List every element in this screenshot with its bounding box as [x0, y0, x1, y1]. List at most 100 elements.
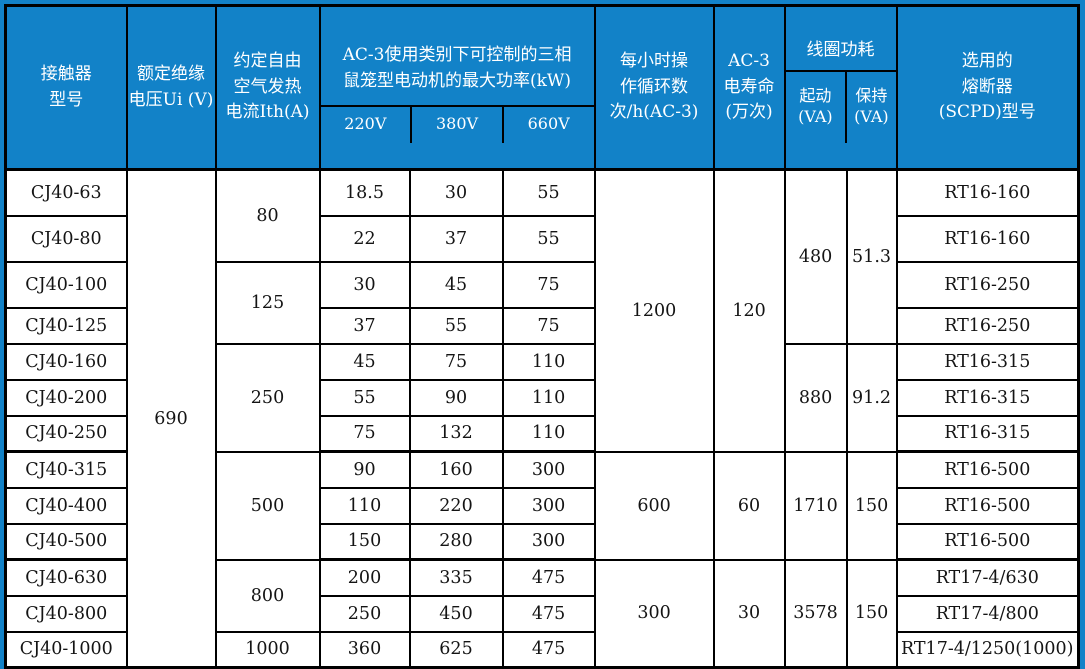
cell-kw-220: 18.5 — [318, 168, 411, 217]
cell-model: CJ40-250 — [4, 414, 128, 453]
cell-coil-hold: 51.3 — [845, 168, 898, 345]
cell-kw-660: 300 — [501, 522, 596, 561]
cell-coil-hold: 91.2 — [845, 342, 898, 453]
cell-kw-220: 110 — [318, 486, 411, 525]
header-coil-hold: 保持 (VA) — [845, 71, 895, 143]
cell-rated-voltage: 690 — [125, 168, 217, 669]
cell-kw-220: 250 — [318, 594, 411, 633]
cell-fuse: RT16-500 — [895, 486, 1080, 525]
table-row: CJ40-500 150 280 300 RT16-500 — [4, 522, 1080, 561]
cell-coil-hold: 150 — [845, 450, 898, 561]
cell-model: CJ40-400 — [4, 486, 128, 525]
cell-model: CJ40-125 — [4, 306, 128, 345]
cell-kw-380: 280 — [408, 522, 504, 561]
cell-kw-660: 55 — [501, 214, 596, 263]
cell-kw-220: 90 — [318, 450, 411, 489]
cell-fuse: RT16-315 — [895, 342, 1080, 381]
header-row: 接触器 型号 额定绝缘 电压Ui (V) 约定自由 空气发热 电流Ith(A) … — [4, 4, 1080, 171]
cell-kw-380: 75 — [408, 342, 504, 381]
header-rated-insulation-voltage: 额定绝缘 电压Ui (V) — [125, 4, 217, 171]
table-row: CJ40-400 110 220 300 RT16-500 — [4, 486, 1080, 525]
cell-fuse: RT16-160 — [895, 214, 1080, 263]
cell-coil-start: 3578 — [783, 558, 848, 669]
header-voltage-220: 220V — [344, 114, 387, 134]
cell-kw-660: 75 — [501, 306, 596, 345]
cell-kw-220: 30 — [318, 260, 411, 309]
cell-fuse: RT16-250 — [895, 306, 1080, 345]
table-row: CJ40-125 37 55 75 RT16-250 — [4, 306, 1080, 345]
cell-electrical-life: 60 — [712, 450, 786, 561]
cell-thermal-current: 1000 — [214, 630, 321, 669]
cell-fuse: RT16-500 — [895, 522, 1080, 561]
table-row: CJ40-63 690 80 18.5 30 55 1200 120 480 5… — [4, 168, 1080, 669]
cell-kw-220: 55 — [318, 378, 411, 417]
cell-kw-220: 150 — [318, 522, 411, 561]
cell-fuse: RT17-4/800 — [895, 594, 1080, 633]
cell-model: CJ40-500 — [4, 522, 128, 561]
cell-electrical-life: 120 — [712, 168, 786, 453]
header-coil-title: 线圈功耗 — [785, 33, 896, 72]
cell-thermal-current: 80 — [214, 168, 321, 263]
cell-kw-660: 75 — [501, 260, 596, 309]
cell-kw-220: 37 — [318, 306, 411, 345]
cell-coil-start: 880 — [783, 342, 848, 453]
cell-kw-380: 90 — [408, 378, 504, 417]
cell-kw-380: 30 — [408, 168, 504, 217]
table-row: CJ40-250 75 132 110 RT16-315 — [4, 414, 1080, 453]
cell-kw-660: 475 — [501, 630, 596, 669]
cell-kw-660: 110 — [501, 378, 596, 417]
cell-fuse: RT16-315 — [895, 414, 1080, 453]
cell-model: CJ40-63 — [4, 168, 128, 217]
table-row: CJ40-160 250 45 75 110 880 91.2 RT16-315 — [4, 342, 1080, 453]
cell-kw-660: 300 — [501, 450, 596, 489]
cell-electrical-life: 30 — [712, 558, 786, 669]
cell-model: CJ40-80 — [4, 214, 128, 263]
cell-model: CJ40-100 — [4, 260, 128, 309]
cell-model: CJ40-315 — [4, 450, 128, 489]
table-row: CJ40-315 500 90 160 300 600 60 1710 150 … — [4, 450, 1080, 561]
cell-kw-380: 45 — [408, 260, 504, 309]
header-max-power-title: AC-3使用类别下可控制的三相 鼠笼型电动机的最大功率(kW) — [320, 33, 594, 107]
cell-kw-380: 132 — [408, 414, 504, 453]
cell-thermal-current: 800 — [214, 558, 321, 633]
cell-kw-220: 360 — [318, 630, 411, 669]
cell-kw-380: 450 — [408, 594, 504, 633]
header-voltage-660: 660V — [501, 106, 594, 143]
header-fuse-type: 选用的 熔断器 (SCPD)型号 — [895, 4, 1080, 171]
table-row: CJ40-80 22 37 55 RT16-160 — [4, 214, 1080, 263]
cell-kw-380: 220 — [408, 486, 504, 525]
cell-ops-per-hour: 1200 — [593, 168, 715, 453]
header-electrical-life: AC-3 电寿命 (万次) — [712, 4, 786, 171]
cell-ops-per-hour: 300 — [593, 558, 715, 669]
cell-kw-220: 200 — [318, 558, 411, 597]
cell-fuse: RT16-160 — [895, 168, 1080, 217]
cell-kw-660: 110 — [501, 342, 596, 381]
cell-fuse: RT16-500 — [895, 450, 1080, 489]
cell-kw-660: 300 — [501, 486, 596, 525]
cell-fuse: RT16-315 — [895, 378, 1080, 417]
cell-model: CJ40-800 — [4, 594, 128, 633]
cell-kw-380: 625 — [408, 630, 504, 669]
cell-kw-380: 160 — [408, 450, 504, 489]
cell-thermal-current: 500 — [214, 450, 321, 561]
cell-coil-start: 1710 — [783, 450, 848, 561]
table-row: CJ40-200 55 90 110 RT16-315 — [4, 378, 1080, 417]
cell-model: CJ40-630 — [4, 558, 128, 597]
table-row: CJ40-100 125 30 45 75 RT16-250 — [4, 260, 1080, 345]
cell-fuse: RT16-250 — [895, 260, 1080, 309]
header-coil-consumption-group: 线圈功耗 起动 (VA) 保持 (VA) — [783, 4, 898, 171]
cell-fuse: RT17-4/630 — [895, 558, 1080, 597]
header-max-power-group: AC-3使用类别下可控制的三相 鼠笼型电动机的最大功率(kW) 220V 380… — [318, 4, 596, 171]
cell-kw-660: 475 — [501, 594, 596, 633]
cell-kw-660: 475 — [501, 558, 596, 597]
cell-coil-start: 480 — [783, 168, 848, 345]
cell-kw-660: 110 — [501, 414, 596, 453]
cell-thermal-current: 125 — [214, 260, 321, 345]
header-contactor-model: 接触器 型号 — [4, 4, 128, 171]
cell-model: CJ40-160 — [4, 342, 128, 381]
header-ops-per-hour: 每小时操 作循环数 次/h(AC-3) — [593, 4, 715, 171]
header-thermal-current: 约定自由 空气发热 电流Ith(A) — [214, 4, 321, 171]
cell-thermal-current: 250 — [214, 342, 321, 453]
cell-kw-220: 45 — [318, 342, 411, 381]
cell-coil-hold: 150 — [845, 558, 898, 669]
